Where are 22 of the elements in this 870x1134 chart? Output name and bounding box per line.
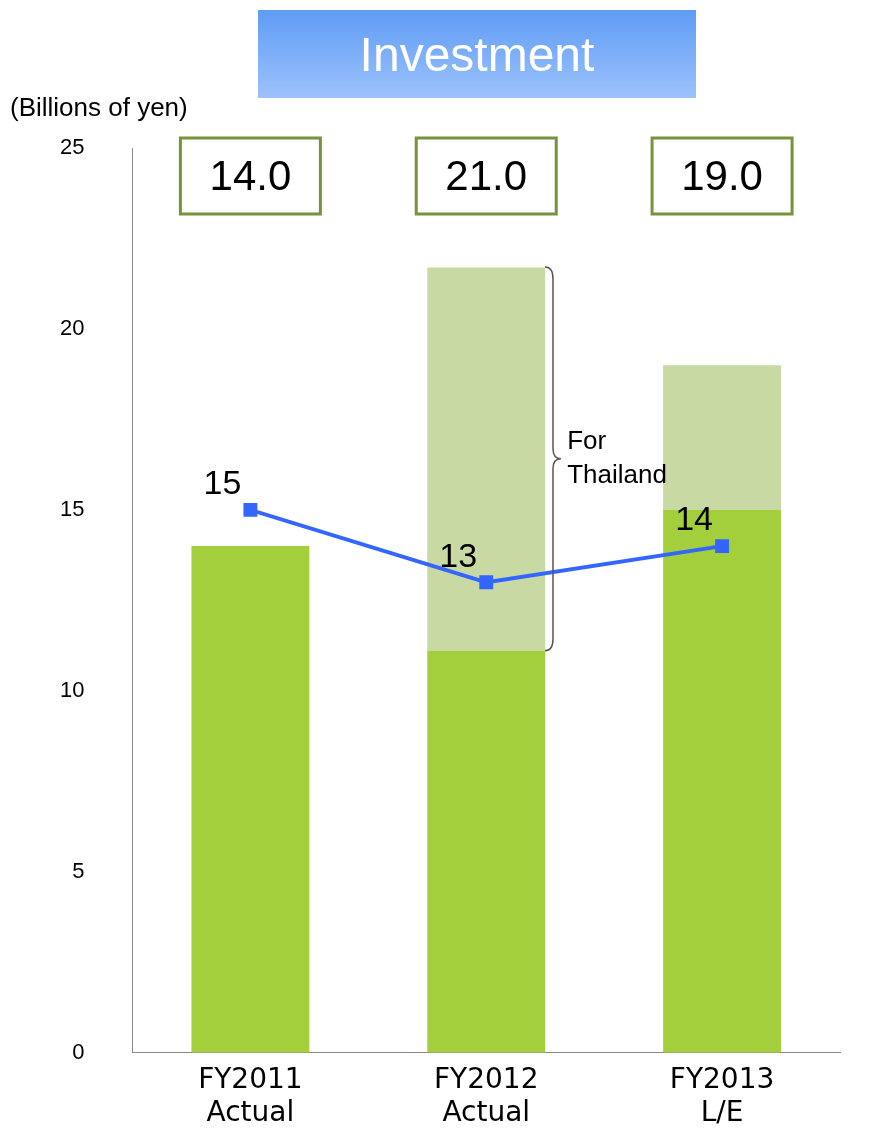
annotation: For Thailand bbox=[567, 425, 667, 490]
y-tick-label: 20 bbox=[59, 315, 85, 341]
data-label: 14 bbox=[675, 499, 713, 538]
x-tick-label: FY2011 Actual bbox=[198, 1061, 303, 1129]
y-tick-label: 5 bbox=[72, 857, 85, 883]
bar bbox=[191, 546, 310, 1053]
annotation: 19.0 bbox=[681, 151, 763, 199]
annotation: 21.0 bbox=[445, 151, 528, 199]
y-axis-title: (Billions of yen) bbox=[10, 92, 188, 123]
chart-title: Investment bbox=[258, 10, 696, 98]
x-tick-label: FY2013 L/E bbox=[669, 1061, 775, 1129]
bar bbox=[427, 267, 546, 652]
data-label: 15 bbox=[203, 463, 242, 502]
y-tick-label: 0 bbox=[72, 1038, 85, 1064]
x-tick-label: FY2012 Actual bbox=[434, 1061, 539, 1129]
bar bbox=[427, 651, 546, 1053]
bar bbox=[663, 509, 782, 1053]
data-label: 13 bbox=[439, 535, 478, 574]
y-tick-label: 10 bbox=[59, 676, 85, 702]
y-tick-label: 15 bbox=[59, 495, 85, 521]
y-tick-label: 25 bbox=[59, 134, 85, 160]
annotation: 14.0 bbox=[209, 151, 292, 199]
